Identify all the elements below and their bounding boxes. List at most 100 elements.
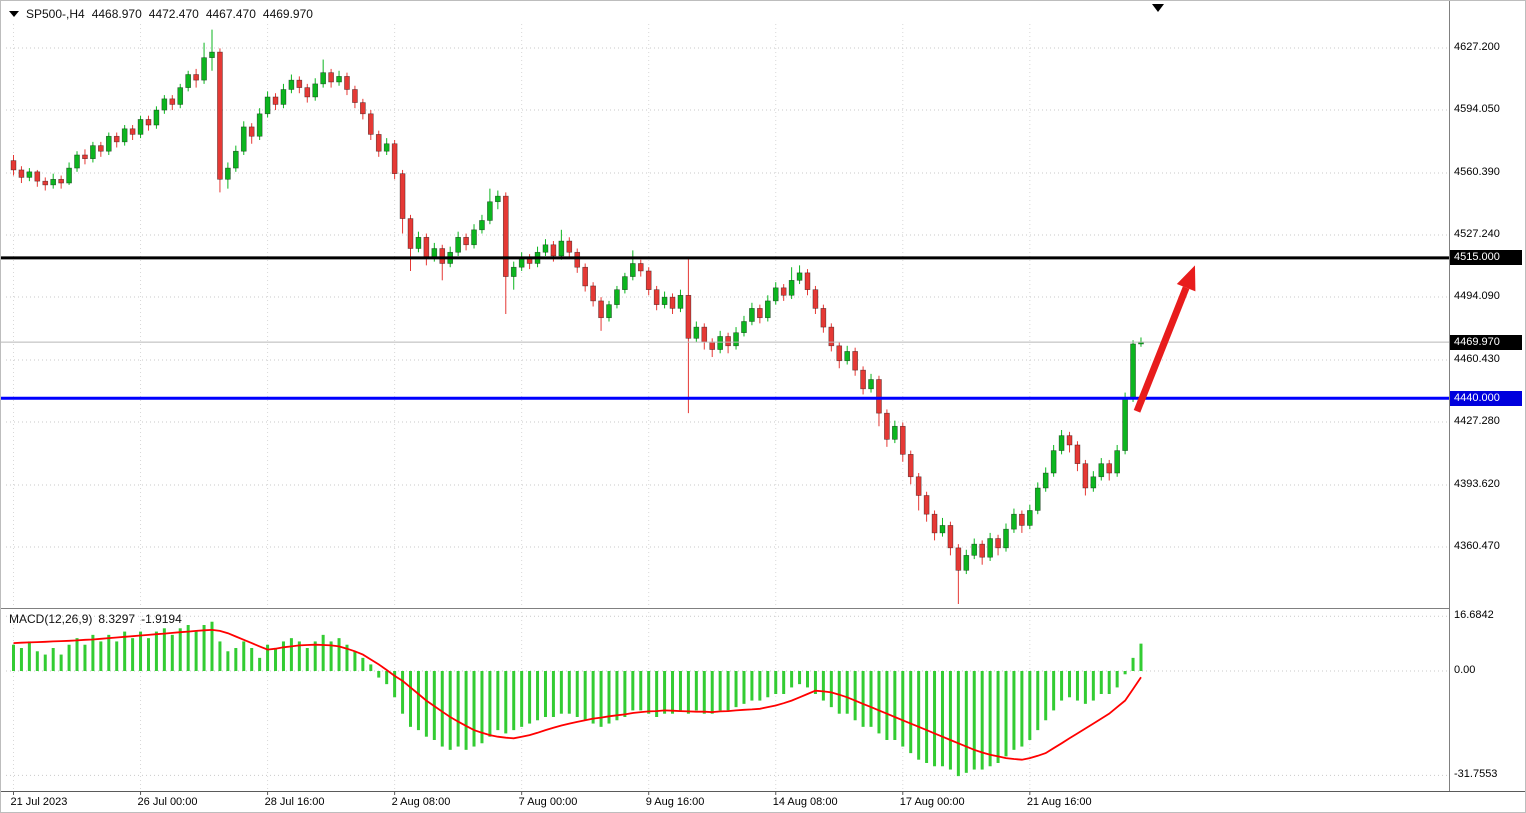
candle-body — [1003, 528, 1009, 549]
candle-body — [1011, 513, 1017, 530]
candle-body — [272, 96, 279, 105]
candle-body — [788, 280, 795, 296]
macd-histogram-bar — [1123, 671, 1127, 675]
candle-body — [614, 289, 620, 305]
price-line-badge[interactable]: 4469.970 — [1450, 334, 1522, 350]
macd-indicator-label: MACD(12,26,9) 8.3297 -1.9194 — [9, 612, 182, 626]
macd-histogram-bar — [35, 651, 39, 671]
macd-histogram-bar — [607, 671, 611, 724]
macd-histogram-bar — [266, 644, 270, 671]
candle-body — [320, 72, 326, 85]
macd-histogram-bar — [623, 671, 627, 717]
macd-histogram-bar — [488, 671, 492, 737]
candle-body — [391, 143, 398, 174]
macd-histogram-bar — [790, 671, 794, 688]
chart-shift-marker-icon[interactable] — [1152, 4, 1164, 12]
macd-histogram-bar — [226, 651, 230, 671]
macd-histogram-bar — [250, 648, 254, 671]
macd-histogram-bar — [393, 671, 397, 698]
candle-body — [375, 134, 382, 152]
macd-histogram-bar — [1075, 671, 1079, 701]
candle-body — [105, 135, 112, 152]
candle-body — [907, 454, 914, 478]
candle-body — [82, 154, 88, 160]
candle-body — [1058, 435, 1065, 451]
trend-arrow-head[interactable] — [1176, 265, 1196, 292]
candle-body — [50, 178, 57, 186]
macd-histogram-bar — [647, 671, 651, 714]
candle-body — [201, 57, 207, 81]
candle-body — [1106, 463, 1113, 474]
candle-body — [439, 248, 446, 264]
trend-arrow-shaft[interactable] — [1133, 286, 1190, 413]
macd-histogram-bar — [242, 641, 246, 671]
candle-body — [931, 513, 938, 534]
macd-histogram-bar — [933, 671, 937, 767]
price-axis-label: 4360.470 — [1454, 539, 1500, 552]
macd-histogram-bar — [1044, 671, 1048, 721]
macd-histogram-bar — [1052, 671, 1056, 711]
price-line-badge[interactable]: 4440.000 — [1450, 390, 1522, 406]
candle-body — [336, 76, 342, 83]
ohlc-low: 4467.470 — [205, 7, 256, 21]
macd-histogram-bar — [520, 671, 524, 727]
macd-histogram-bar — [1139, 643, 1143, 671]
macd-histogram-bar — [274, 648, 278, 671]
time-axis-label: 9 Aug 16:00 — [645, 796, 705, 808]
candle-body — [367, 113, 374, 135]
macd-histogram-bar — [27, 641, 31, 671]
macd-histogram-bar — [813, 671, 817, 694]
candle-body — [812, 289, 819, 309]
candle-body — [963, 555, 970, 571]
candle-body — [1050, 450, 1057, 474]
macd-signal-line — [13, 628, 1142, 761]
macd-histogram-bar — [504, 671, 508, 734]
macd-histogram-bar — [12, 644, 15, 671]
macd-layer — [12, 621, 1143, 777]
candle-body — [185, 74, 191, 88]
candle-body — [590, 285, 596, 302]
candle-body — [479, 220, 485, 231]
candle-body — [796, 272, 803, 281]
candle-body — [939, 525, 946, 534]
macd-histogram-bar — [1028, 671, 1032, 740]
price-lines-layer — [1, 256, 1449, 400]
candle-body — [828, 326, 835, 347]
macd-histogram-bar — [424, 671, 428, 737]
macd-histogram-bar — [43, 654, 47, 671]
macd-histogram-bar — [686, 671, 690, 714]
candle-body — [884, 412, 890, 440]
candle-body — [153, 109, 160, 126]
symbol-dropdown-icon[interactable] — [9, 11, 19, 17]
macd-histogram-bar — [742, 671, 746, 704]
price-axis-label: 4594.050 — [1454, 102, 1500, 115]
candle-body — [240, 126, 247, 152]
macd-histogram-bar — [456, 671, 460, 747]
macd-histogram-bar — [131, 638, 135, 671]
macd-axis-label: -31.7553 — [1454, 768, 1498, 781]
macd-histogram-bar — [1091, 671, 1095, 701]
price-line-badge[interactable]: 4515.000 — [1450, 250, 1522, 266]
candle-body — [74, 154, 80, 169]
macd-histogram-bar — [258, 657, 262, 671]
macd-histogram-bar — [361, 657, 365, 671]
candle-body — [1019, 513, 1025, 526]
macd-histogram-bar — [440, 671, 444, 747]
macd-histogram-bar — [956, 671, 960, 777]
macd-histogram-bar — [599, 671, 603, 727]
macd-histogram-bar — [885, 671, 889, 740]
candle-body — [256, 113, 263, 137]
macd-histogram-bar — [337, 638, 341, 671]
macd-histogram-bar — [567, 671, 571, 714]
macd-histogram-bar — [305, 648, 309, 671]
macd-histogram-bar — [1099, 671, 1103, 694]
candle-body — [725, 336, 731, 347]
candle-body — [312, 83, 319, 98]
macd-histogram-bar — [1020, 671, 1024, 747]
candle-body — [225, 167, 231, 180]
